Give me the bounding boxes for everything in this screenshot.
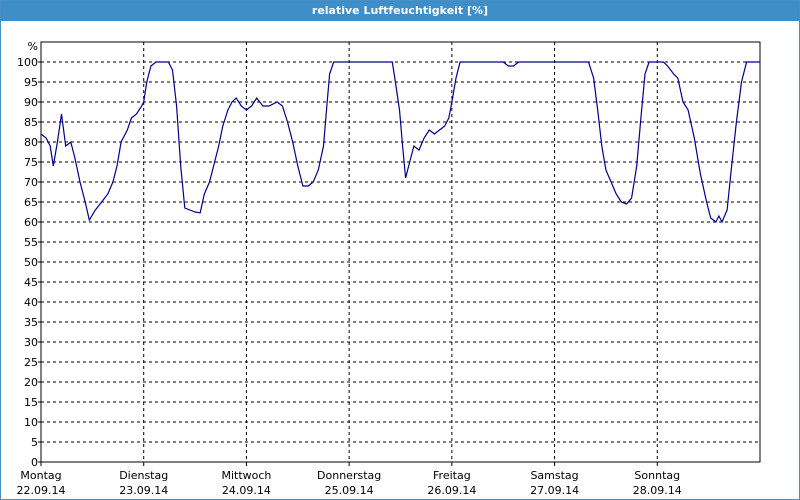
y-tick-label: 100	[17, 56, 38, 69]
y-tick-label: 5	[31, 436, 38, 449]
y-tick-label: 90	[24, 96, 38, 109]
y-tick-label: 30	[24, 336, 38, 349]
x-tick-day-name: Mittwoch	[221, 469, 271, 482]
x-tick-day-name: Sonntag	[634, 469, 680, 482]
y-tick-label: 75	[24, 156, 38, 169]
x-tick-day-name: Samstag	[530, 469, 578, 482]
y-axis-ticks: 0 5 10 15 20 25 30 35 40 45 50 55 60 65 70 75 80 85 90 95 10…	[17, 56, 41, 469]
y-tick-label: 60	[24, 216, 38, 229]
y-tick-label: 95	[24, 76, 38, 89]
y-tick-label: 35	[24, 316, 38, 329]
y-tick-label: 10	[24, 416, 38, 429]
x-tick-date: 25.09.14	[325, 484, 374, 497]
x-tick-date: 28.09.14	[633, 484, 682, 497]
y-tick-label: 85	[24, 116, 38, 129]
plot-area	[40, 41, 761, 463]
grid	[41, 42, 760, 462]
y-tick-label: 80	[24, 136, 38, 149]
x-tick-date: 26.09.14	[427, 484, 476, 497]
humidity-series-line	[40, 61, 760, 224]
y-tick-label: 0	[31, 456, 38, 469]
x-tick-date: 24.09.14	[222, 484, 271, 497]
y-tick-label: 70	[24, 176, 38, 189]
y-tick-label: 50	[24, 256, 38, 269]
y-tick-label: 15	[24, 396, 38, 409]
y-tick-label: 40	[24, 296, 38, 309]
y-tick-label: 55	[24, 236, 38, 249]
y-axis-unit-label: %	[28, 40, 38, 53]
x-tick-date: 27.09.14	[530, 484, 579, 497]
humidity-chart: 0 5 10 15 20 25 30 35 40 45 50 55 60 65 70 75 80 85 90 95 10…	[17, 40, 761, 497]
x-tick-day-name: Freitag	[433, 469, 471, 482]
y-tick-label: 45	[24, 276, 38, 289]
window-title: relative Luftfeuchtigkeit [%]	[1, 1, 799, 21]
x-tick-day-name: Donnerstag	[317, 469, 381, 482]
y-tick-label: 65	[24, 196, 38, 209]
x-axis-ticks: Montag 22.09.14 Dienstag 23.09.14 Mittwoch 24…	[17, 462, 682, 497]
x-tick-date: 23.09.14	[119, 484, 168, 497]
y-tick-label: 20	[24, 376, 38, 389]
y-tick-label: 25	[24, 356, 38, 369]
x-tick-date: 22.09.14	[17, 484, 66, 497]
x-tick-day-name: Montag	[20, 469, 61, 482]
x-tick-day-name: Dienstag	[119, 469, 168, 482]
